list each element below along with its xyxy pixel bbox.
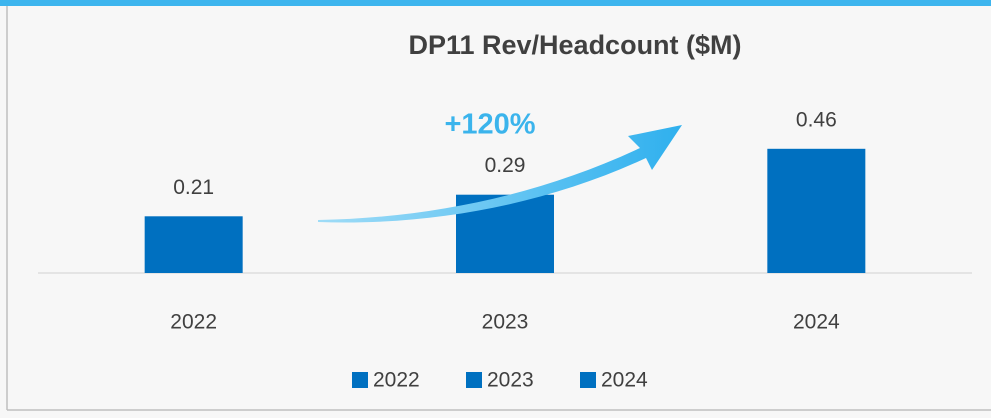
bar — [767, 148, 866, 273]
chart-title: DP11 Rev/Headcount ($M) — [408, 30, 741, 60]
growth-arrow — [318, 125, 682, 223]
data-label: 0.29 — [485, 154, 526, 177]
legend-swatch — [580, 372, 596, 388]
data-label: 0.21 — [173, 176, 214, 199]
top-stripe — [0, 0, 991, 6]
x-tick-label: 2024 — [793, 311, 840, 334]
legend-label: 2023 — [487, 369, 534, 392]
x-tick-label: 2022 — [170, 311, 217, 334]
legend-swatch — [466, 372, 482, 388]
annotation: +120% — [444, 109, 535, 141]
data-label: 0.46 — [796, 108, 837, 131]
plot: 2022 0.21 2023 0.29 2024 0.46 2022 2023 2024 — [144, 108, 866, 392]
legend-label: 2022 — [373, 369, 420, 392]
x-tick-label: 2023 — [482, 311, 529, 334]
bar — [144, 216, 243, 273]
legend-swatch — [352, 372, 368, 388]
legend-label: 2024 — [601, 369, 648, 392]
